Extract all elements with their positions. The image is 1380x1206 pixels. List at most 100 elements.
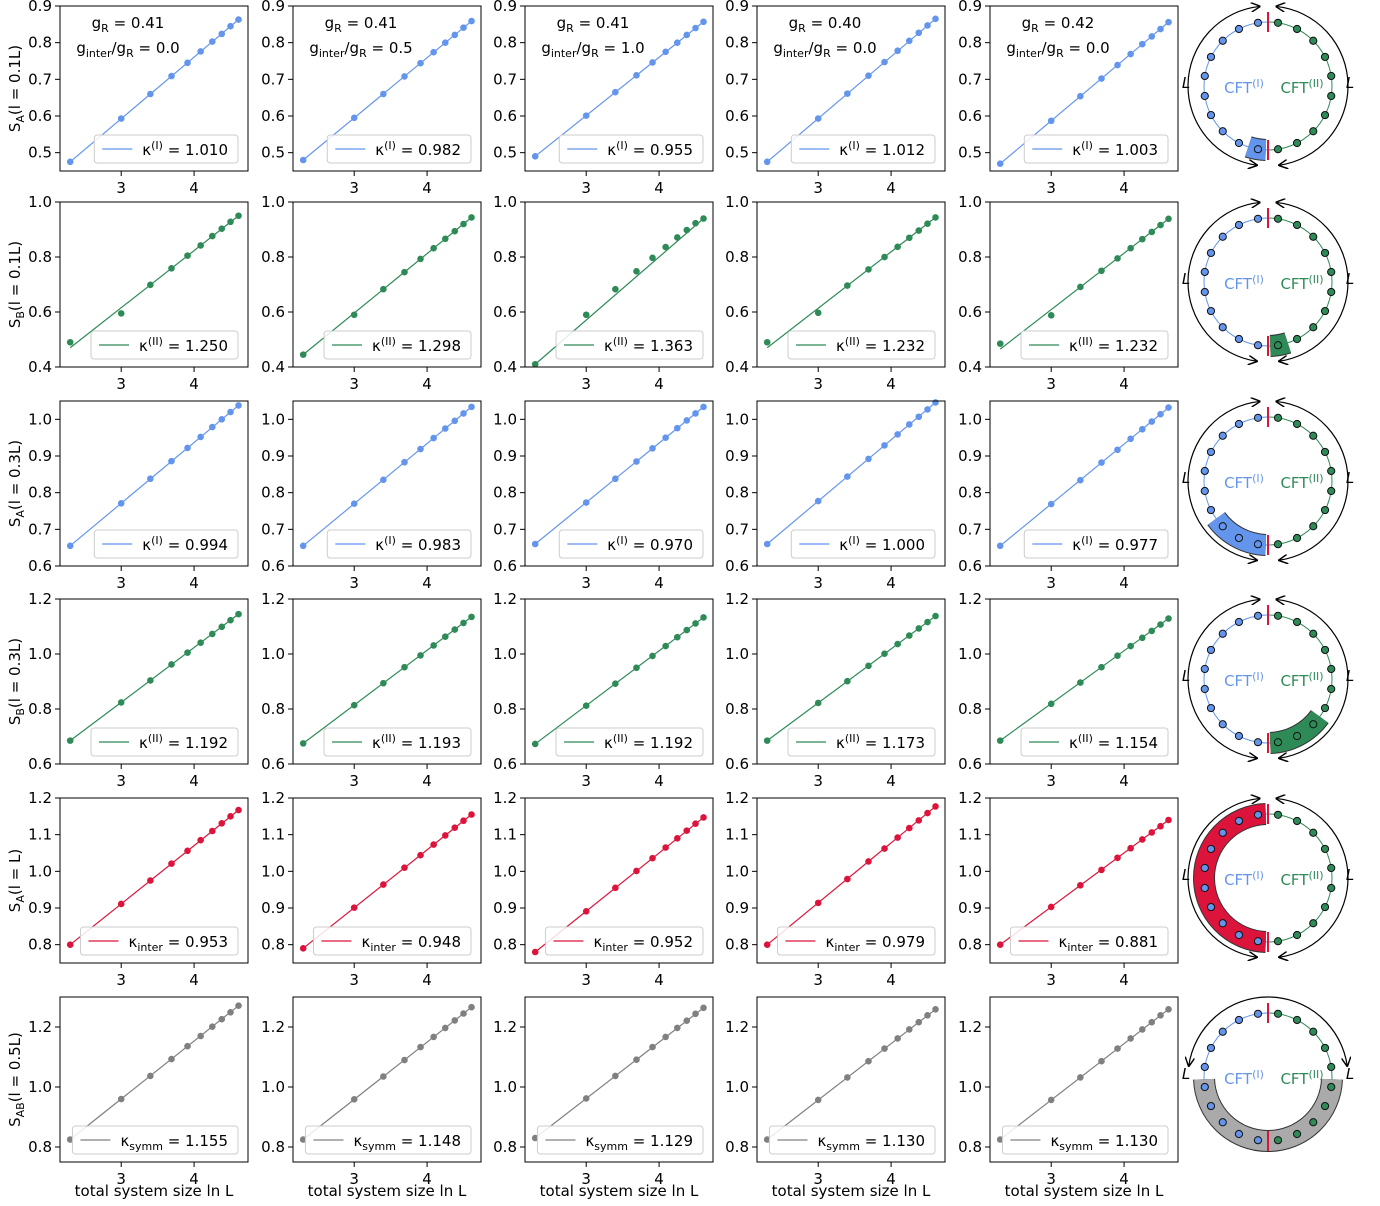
- data-point: [442, 832, 449, 839]
- y-tick-label: 1.0: [958, 1078, 982, 1096]
- data-point: [351, 311, 358, 318]
- site: [1254, 739, 1261, 746]
- x-tick-label: 4: [422, 375, 432, 393]
- data-point: [235, 611, 242, 618]
- data-point: [67, 941, 74, 948]
- legend-label-part: κ: [607, 141, 616, 159]
- data-point: [844, 678, 851, 685]
- data-point: [844, 876, 851, 883]
- y-tick-label: 0.9: [261, 447, 285, 465]
- cft-label: CFT(I): [1224, 77, 1264, 97]
- y-tick-label: 0.9: [958, 899, 982, 917]
- site: [1310, 324, 1317, 331]
- length-label: L: [1346, 1065, 1354, 1083]
- data-point: [1114, 854, 1121, 861]
- annotation-part: /g: [1041, 39, 1056, 57]
- data-point: [692, 220, 699, 227]
- x-tick-label: 4: [189, 971, 199, 989]
- y-tick-label: 0.9: [261, 899, 285, 917]
- data-point: [612, 680, 619, 687]
- legend-label-part: κ: [142, 536, 151, 554]
- site: [1310, 630, 1317, 637]
- y-tick-label: 1.0: [725, 193, 749, 211]
- annotation-part: g: [309, 39, 319, 57]
- y-tick-label: 0.6: [725, 303, 749, 321]
- data-point: [1165, 215, 1172, 222]
- y-tick-label: 0.7: [958, 520, 982, 538]
- y-tick-label: 1.0: [493, 862, 517, 880]
- site: [1274, 19, 1281, 26]
- annotation-part: g: [789, 14, 799, 32]
- legend: κ(II) = 1.154: [1021, 728, 1168, 756]
- x-tick-label: 4: [189, 574, 199, 592]
- x-tick-label: 3: [581, 179, 591, 197]
- legend-label-part: inter: [370, 941, 396, 954]
- annotation-part: = 0.41: [109, 14, 165, 32]
- legend-label-part: = 0.953: [163, 933, 228, 951]
- cft-label-part: (II): [1308, 273, 1323, 286]
- length-label: L: [1182, 74, 1190, 92]
- data-point: [380, 477, 387, 484]
- cft-label: CFT(II): [1280, 77, 1323, 97]
- x-tick-label: 4: [886, 971, 896, 989]
- site: [1201, 685, 1208, 692]
- y-tick-label: 0.8: [725, 700, 749, 718]
- x-tick-label: 3: [349, 772, 359, 790]
- y-axis-label: SB(l = 0.1L): [6, 241, 27, 328]
- data-point: [1127, 1035, 1134, 1042]
- data-point: [924, 22, 931, 29]
- site: [1274, 811, 1281, 818]
- annotation-part: = 0.5: [367, 39, 413, 57]
- site: [1321, 448, 1328, 455]
- y-tick-label: 0.9: [261, 0, 285, 15]
- site: [1321, 704, 1328, 711]
- x-axis-label: total system size ln L: [540, 1182, 699, 1200]
- data-point: [612, 475, 619, 482]
- legend-label-part: κ: [839, 536, 848, 554]
- site: [1219, 829, 1226, 836]
- data-point: [815, 900, 822, 907]
- data-point: [906, 234, 913, 241]
- site: [1201, 288, 1208, 295]
- legend-label-part: = 1.012: [860, 141, 925, 159]
- site: [1235, 732, 1242, 739]
- site: [1219, 920, 1226, 927]
- legend-label-part: κ: [120, 1132, 129, 1150]
- x-tick-label: 3: [116, 179, 126, 197]
- data-point: [1139, 634, 1146, 641]
- data-point: [300, 351, 307, 358]
- data-point: [1139, 836, 1146, 843]
- legend-label-part: = 1.193: [396, 734, 461, 752]
- x-tick-label: 3: [581, 574, 591, 592]
- data-point: [380, 286, 387, 293]
- data-point: [1077, 679, 1084, 686]
- data-point: [532, 741, 539, 748]
- data-point: [168, 1056, 175, 1063]
- annotation-part: g: [76, 39, 86, 57]
- annotation: gR = 0.40: [789, 14, 862, 35]
- data-point: [460, 24, 467, 31]
- y-tick-label: 0.7: [958, 70, 982, 88]
- data-point: [300, 945, 307, 952]
- data-point: [197, 837, 204, 844]
- data-point: [700, 614, 707, 621]
- data-point: [700, 18, 707, 25]
- x-tick-label: 3: [1046, 375, 1056, 393]
- data-point: [468, 1004, 475, 1011]
- data-point: [815, 310, 822, 317]
- legend: κ(II) = 1.298: [324, 331, 471, 359]
- y-axis-label-part: S: [6, 518, 24, 528]
- y-tick-label: 0.8: [958, 700, 982, 718]
- data-point: [894, 47, 901, 54]
- data-point: [1148, 829, 1155, 836]
- legend-label-part: = 0.881: [1093, 933, 1158, 951]
- x-tick-label: 3: [1046, 179, 1056, 197]
- data-point: [430, 642, 437, 649]
- data-point: [235, 402, 242, 409]
- x-tick-label: 4: [886, 179, 896, 197]
- site: [1310, 920, 1317, 927]
- data-point: [683, 627, 690, 634]
- data-point: [1148, 33, 1155, 40]
- y-tick-label: 0.4: [958, 358, 982, 376]
- site: [1235, 335, 1242, 342]
